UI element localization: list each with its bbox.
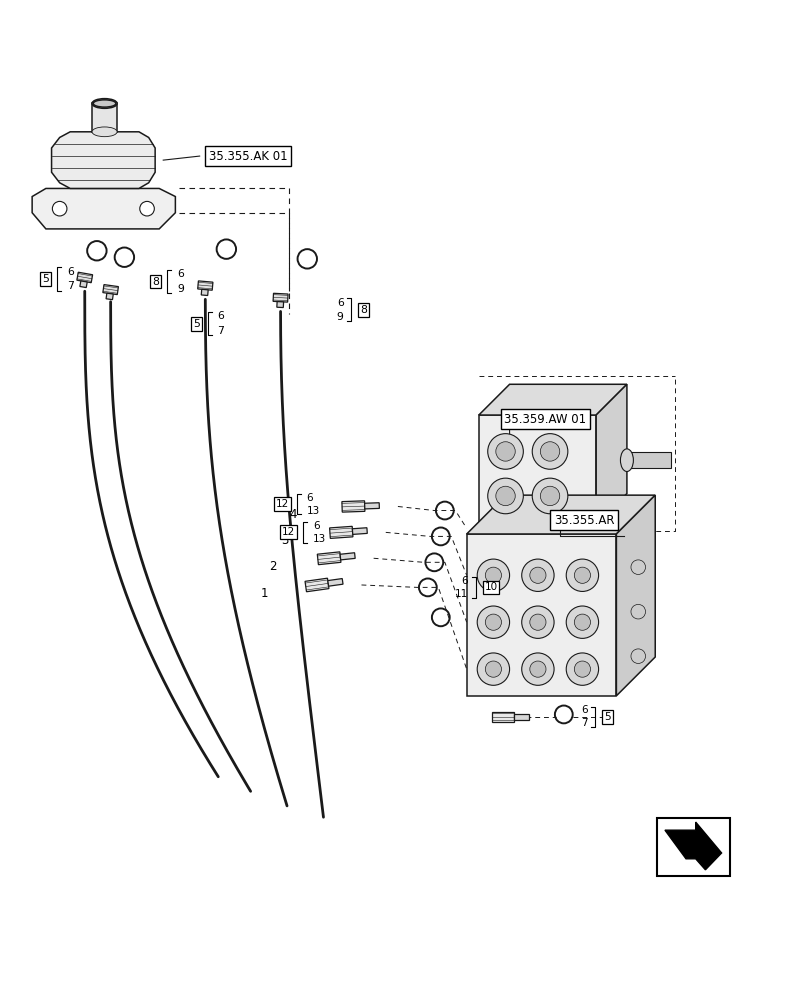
Text: 3: 3: [281, 534, 288, 547]
Polygon shape: [277, 302, 283, 308]
Bar: [656, 818, 729, 876]
Polygon shape: [305, 578, 328, 592]
Circle shape: [521, 559, 553, 591]
Ellipse shape: [93, 100, 116, 107]
Polygon shape: [201, 289, 208, 296]
Circle shape: [630, 604, 645, 619]
Polygon shape: [328, 579, 342, 586]
Ellipse shape: [92, 127, 117, 137]
Polygon shape: [341, 501, 364, 512]
Circle shape: [485, 567, 501, 583]
Text: 6: 6: [581, 705, 587, 715]
Polygon shape: [466, 534, 616, 696]
Text: 35.355.AK 01: 35.355.AK 01: [208, 150, 287, 163]
Circle shape: [565, 559, 598, 591]
Circle shape: [52, 201, 67, 216]
Text: 8: 8: [152, 277, 159, 287]
Bar: [626, 452, 671, 468]
Polygon shape: [92, 103, 117, 132]
Polygon shape: [466, 495, 654, 534]
Text: 5: 5: [603, 712, 610, 722]
Polygon shape: [478, 415, 595, 524]
Circle shape: [630, 649, 645, 663]
Polygon shape: [595, 384, 626, 524]
Text: 11: 11: [454, 589, 468, 599]
Circle shape: [485, 614, 501, 630]
Circle shape: [139, 201, 154, 216]
Text: 7: 7: [67, 281, 74, 291]
Circle shape: [573, 567, 590, 583]
Circle shape: [529, 614, 545, 630]
Polygon shape: [616, 495, 654, 696]
Polygon shape: [32, 188, 175, 229]
Circle shape: [529, 661, 545, 677]
Text: 10: 10: [484, 582, 497, 592]
Polygon shape: [664, 822, 721, 870]
Circle shape: [521, 653, 553, 685]
Circle shape: [531, 434, 567, 469]
Circle shape: [485, 661, 501, 677]
Text: 1: 1: [260, 587, 268, 600]
Text: 35.355.AR: 35.355.AR: [553, 514, 614, 527]
Polygon shape: [329, 526, 353, 538]
Text: 6: 6: [312, 521, 320, 531]
Text: 5: 5: [192, 319, 200, 329]
Circle shape: [477, 653, 509, 685]
Ellipse shape: [620, 449, 633, 472]
Circle shape: [477, 606, 509, 638]
Polygon shape: [514, 714, 528, 720]
Text: 6: 6: [461, 576, 468, 586]
Polygon shape: [77, 272, 92, 283]
Text: 13: 13: [306, 506, 320, 516]
Text: 9: 9: [177, 284, 183, 294]
Circle shape: [630, 560, 645, 574]
Text: 5: 5: [42, 274, 49, 284]
Polygon shape: [352, 528, 367, 534]
Circle shape: [496, 486, 515, 506]
Circle shape: [531, 478, 567, 514]
Circle shape: [487, 478, 523, 514]
Text: 7: 7: [581, 718, 587, 728]
Circle shape: [573, 661, 590, 677]
Polygon shape: [197, 281, 212, 290]
Polygon shape: [340, 553, 354, 560]
Circle shape: [521, 606, 553, 638]
Text: 9: 9: [337, 312, 343, 322]
Text: 8: 8: [359, 305, 367, 315]
Text: 2: 2: [268, 560, 277, 573]
Text: 6: 6: [67, 267, 74, 277]
Text: 4: 4: [289, 508, 296, 521]
Circle shape: [565, 653, 598, 685]
Polygon shape: [364, 503, 379, 509]
Text: 12: 12: [281, 527, 294, 537]
Circle shape: [496, 442, 515, 461]
Polygon shape: [478, 384, 626, 415]
Polygon shape: [272, 293, 288, 302]
Circle shape: [573, 614, 590, 630]
Ellipse shape: [92, 99, 117, 108]
Text: 6: 6: [217, 311, 224, 321]
Circle shape: [487, 434, 523, 469]
Text: 35.359.AW 01: 35.359.AW 01: [504, 413, 586, 426]
Circle shape: [539, 486, 559, 506]
Circle shape: [477, 559, 509, 591]
Text: 6: 6: [337, 298, 343, 308]
Circle shape: [529, 567, 545, 583]
Text: 6: 6: [177, 269, 183, 279]
Text: 6: 6: [306, 493, 313, 503]
Text: 7: 7: [217, 326, 224, 336]
Polygon shape: [317, 552, 341, 565]
Polygon shape: [79, 281, 87, 288]
Polygon shape: [51, 132, 155, 188]
Polygon shape: [103, 285, 118, 295]
Circle shape: [565, 606, 598, 638]
Text: 12: 12: [275, 499, 288, 509]
Polygon shape: [491, 712, 514, 722]
Circle shape: [539, 442, 559, 461]
Polygon shape: [106, 293, 114, 300]
Text: 13: 13: [312, 534, 326, 544]
